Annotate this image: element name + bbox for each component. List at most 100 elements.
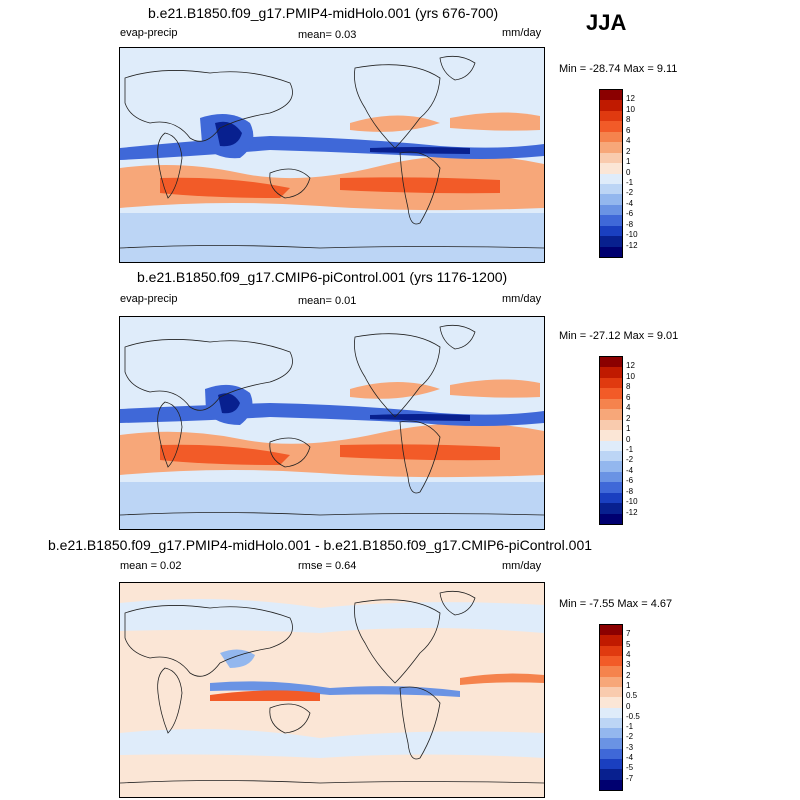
colorbar-tick-label: 1 <box>626 680 631 690</box>
colorbar-box <box>600 430 622 441</box>
monsoon-core <box>218 393 240 414</box>
colorbar-tick-label: -2 <box>626 732 634 742</box>
colorbar-box <box>600 686 622 698</box>
panel3-map-svg <box>120 583 544 797</box>
colorbar-tick-label: 6 <box>626 392 631 402</box>
colorbar-tick-label: 1 <box>626 424 631 434</box>
colorbar-box <box>600 655 622 667</box>
colorbar-box <box>600 142 622 153</box>
itcz-core <box>370 414 470 421</box>
n-pacific-band <box>350 382 440 399</box>
panel1-map-svg <box>120 48 544 262</box>
colorbar-box <box>600 236 622 247</box>
colorbar-tick-label: 0.5 <box>626 691 638 701</box>
colorbar-tick-label: -0.5 <box>626 711 640 721</box>
atlantic-positive <box>460 673 544 685</box>
colorbar-box <box>600 215 622 226</box>
colorbar-box <box>600 367 622 378</box>
colorbar-box <box>600 152 622 164</box>
colorbar-tick-label: -4 <box>626 753 634 763</box>
colorbar-box <box>600 707 622 718</box>
colorbar-tick-label: -3 <box>626 742 634 752</box>
colorbar-box <box>600 461 622 472</box>
colorbar-box <box>600 697 622 708</box>
colorbar-box <box>600 440 622 451</box>
colorbar-box <box>600 717 622 729</box>
colorbar-tick-label: 4 <box>626 403 631 413</box>
panel1-map <box>119 47 545 263</box>
monsoon-core <box>215 121 242 147</box>
colorbar-box <box>600 173 622 184</box>
colorbar-tick-label: 0 <box>626 167 631 177</box>
panel2-title: b.e21.B1850.f09_g17.CMIP6-piControl.001 … <box>137 269 508 285</box>
colorbar-box <box>600 728 622 739</box>
colorbar-box <box>600 492 622 504</box>
panel3-mean-label: mean = 0.02 <box>120 560 182 572</box>
colorbar-box <box>600 503 622 514</box>
panel2-minmax: Min = -27.12 Max = 9.01 <box>559 330 679 342</box>
colorbar-tick-label: -12 <box>626 507 638 517</box>
panel3-units-label: mm/day <box>502 560 542 572</box>
colorbar-box <box>600 398 622 410</box>
colorbar-tick-label: 2 <box>626 670 631 680</box>
colorbar-box <box>600 225 622 237</box>
colorbar-box <box>600 204 622 216</box>
colorbar-box <box>600 183 622 195</box>
colorbar-box <box>600 194 622 205</box>
season-label: JJA <box>586 10 627 35</box>
colorbar-box <box>600 779 622 790</box>
panel2-units-label: mm/day <box>502 293 542 305</box>
colorbar-tick-label: -8 <box>626 219 634 229</box>
colorbar-tick-label: -8 <box>626 486 634 496</box>
colorbar-tick-label: 4 <box>626 136 631 146</box>
colorbar-tick-label: -4 <box>626 465 634 475</box>
colorbar-tick-label: -1 <box>626 722 634 732</box>
colorbar-box <box>600 357 622 368</box>
maritime-positive <box>210 690 320 701</box>
colorbar-box <box>600 131 622 143</box>
colorbar-box <box>600 121 622 132</box>
colorbar-tick-label: -7 <box>626 773 634 783</box>
panel3-colorbar <box>599 624 623 791</box>
colorbar-tick-label: -5 <box>626 763 634 773</box>
colorbar-box <box>600 163 622 174</box>
panel3-colorbar-boxes <box>600 625 622 790</box>
itcz-diff-negative <box>210 681 460 697</box>
coastlines <box>120 55 544 249</box>
colorbar-tick-label: 4 <box>626 649 631 659</box>
colorbar-tick-label: 2 <box>626 413 631 423</box>
colorbar-tick-label: -4 <box>626 198 634 208</box>
colorbar-box <box>600 419 622 431</box>
colorbar-tick-label: 2 <box>626 146 631 156</box>
colorbar-box <box>600 409 622 420</box>
colorbar-tick-label: 0 <box>626 434 631 444</box>
panel2-colorbar-labels: 12 10 8 6 4 2 1 0 -1 -2 -4 -6 -8 -10 -12 <box>626 356 666 523</box>
south-blue-patches <box>120 729 544 758</box>
colorbar-box <box>600 110 622 122</box>
colorbar-box <box>600 482 622 493</box>
panel1-minmax: Min = -28.74 Max = 9.11 <box>559 63 678 75</box>
s-pacific-max <box>340 444 500 461</box>
colorbar-tick-label: 6 <box>626 125 631 135</box>
panel1-units-label: mm/day <box>502 27 542 39</box>
colorbar-tick-label: 8 <box>626 115 631 125</box>
panel1-colorbar <box>599 89 623 258</box>
itcz-core <box>370 147 470 154</box>
colorbar-box <box>600 666 622 677</box>
colorbar-box <box>600 450 622 462</box>
panel3-title: b.e21.B1850.f09_g17.PMIP4-midHolo.001 - … <box>48 537 593 553</box>
panel1-colorbar-labels: 12 10 8 6 4 2 1 0 -1 -2 -4 -6 -8 -10 -12 <box>626 89 666 256</box>
s-pacific-max <box>340 177 500 194</box>
colorbar-tick-label: -6 <box>626 476 634 486</box>
panel3-rmse-label: rmse = 0.64 <box>298 560 357 572</box>
colorbar-tick-label: 1 <box>626 157 631 167</box>
panel3-map <box>119 582 545 798</box>
panel1-title: b.e21.B1850.f09_g17.PMIP4-midHolo.001 (y… <box>148 5 499 21</box>
colorbar-tick-label: -6 <box>626 209 634 219</box>
panel2-colorbar-boxes <box>600 357 622 524</box>
panel3-colorbar-labels: 7 5 4 3 2 1 0.5 0 -0.5 -1 -2 -3 -4 -5 -7 <box>626 624 666 789</box>
southern-ocean-band <box>120 213 544 262</box>
coastlines <box>120 324 544 516</box>
panel2-map <box>119 316 545 530</box>
colorbar-tick-label: 3 <box>626 660 631 670</box>
